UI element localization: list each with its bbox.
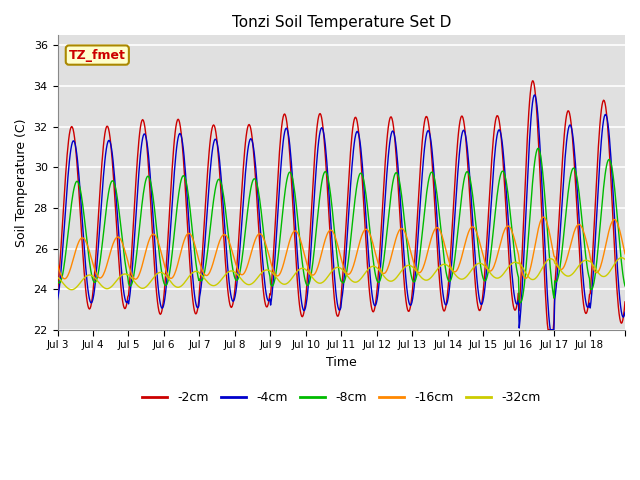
X-axis label: Time: Time — [326, 356, 356, 369]
Y-axis label: Soil Temperature (C): Soil Temperature (C) — [15, 118, 28, 247]
Legend: -2cm, -4cm, -8cm, -16cm, -32cm: -2cm, -4cm, -8cm, -16cm, -32cm — [137, 386, 545, 409]
Title: Tonzi Soil Temperature Set D: Tonzi Soil Temperature Set D — [232, 15, 451, 30]
Text: TZ_fmet: TZ_fmet — [69, 48, 125, 61]
